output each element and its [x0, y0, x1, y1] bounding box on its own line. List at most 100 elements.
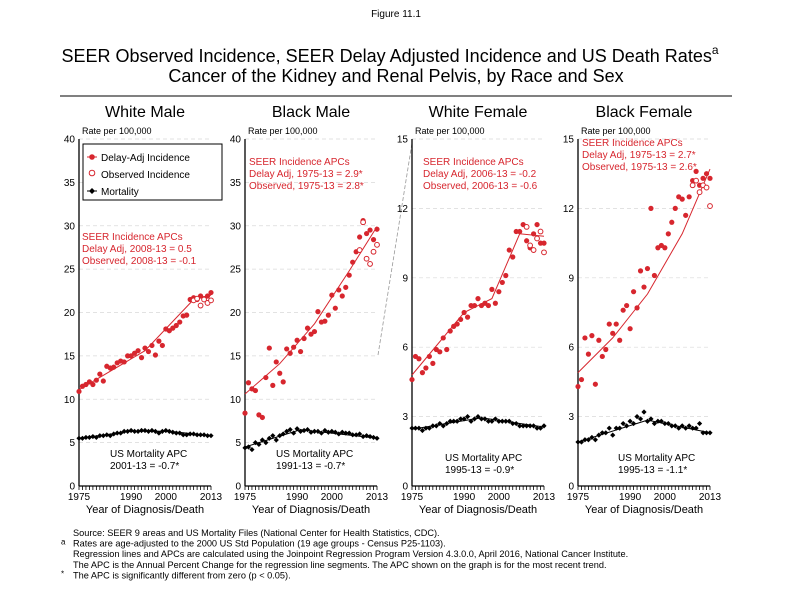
mortality-point: [83, 434, 89, 441]
y-tick-label: 0: [402, 482, 408, 493]
mortality-point: [541, 423, 547, 429]
mortality-point: [332, 429, 338, 435]
delay-adj-point: [294, 337, 300, 343]
delay-adj-point: [339, 293, 345, 299]
delay-adj-point: [90, 381, 96, 388]
delay-adj-point: [259, 414, 265, 421]
mortality-point: [641, 409, 647, 415]
delay-adj-point: [336, 287, 342, 293]
mortality-point: [683, 425, 689, 431]
mortality-point: [707, 430, 713, 436]
delay-adj-point: [499, 279, 505, 286]
delay-adj-point: [492, 300, 498, 306]
mortality-point: [204, 433, 211, 439]
delay-adj-point: [135, 348, 141, 354]
mortality-point: [291, 430, 297, 436]
mortality-point: [468, 418, 474, 424]
mortality-point: [343, 430, 349, 436]
delay-adj-point: [683, 212, 689, 218]
mortality-point: [177, 430, 183, 436]
delay-adj-point: [367, 227, 373, 233]
mortality-point: [287, 427, 293, 433]
delay-adj-point: [273, 359, 279, 365]
delay-adj-point: [637, 268, 644, 274]
mortality-point: [634, 414, 640, 420]
delay-adj-point: [503, 272, 509, 279]
observed-point: [201, 296, 207, 303]
x-tick-label: 2000: [654, 492, 677, 503]
delay-adj-point: [142, 345, 148, 351]
mortality-point: [159, 428, 165, 434]
mortality-point: [440, 423, 446, 429]
y-tick-label: 3: [568, 412, 574, 423]
mortality-point: [592, 437, 598, 443]
mortality-point: [530, 423, 537, 429]
y-axis-label: Rate per 100,000: [581, 126, 651, 136]
mortality-point: [524, 423, 530, 429]
y-tick-label: 9: [568, 273, 574, 284]
y-tick-label: 20: [230, 308, 242, 319]
legend-label: Observed Incidence: [101, 170, 190, 181]
x-tick-label: 1975: [68, 492, 91, 503]
y-axis-label: Rate per 100,000: [248, 126, 318, 136]
delay-adj-point: [97, 371, 103, 377]
delay-adj-point: [599, 353, 605, 360]
title-superscript: a: [712, 43, 719, 57]
mortality-point: [315, 428, 321, 434]
delay-adj-point: [485, 302, 492, 309]
x-axis-label: Year of Diagnosis/Death: [419, 504, 537, 516]
mortality-point: [249, 446, 255, 453]
figure-label: Figure 11.1: [371, 9, 421, 20]
x-tick-label: 2013: [366, 492, 389, 503]
mortality-point: [534, 425, 540, 431]
mortality-point: [419, 427, 426, 434]
mortality-point: [173, 430, 179, 436]
delay-adj-point: [541, 240, 547, 246]
delay-adj-point: [121, 359, 127, 365]
delay-adj-point: [426, 353, 432, 360]
delay-adj-point: [156, 338, 162, 344]
observed-point: [530, 247, 537, 253]
mortality-point: [325, 429, 331, 435]
delay-adj-point: [416, 356, 422, 362]
delay-adj-point: [266, 345, 272, 351]
mortality-point: [277, 433, 283, 439]
mortality-point: [610, 432, 616, 438]
delay-adj-point: [506, 247, 512, 253]
y-tick-label: 15: [397, 135, 409, 146]
delay-adj-point: [409, 376, 415, 383]
footnote-text: The APC is the Annual Percent Change for…: [73, 560, 607, 570]
connector-dashed-line: [377, 142, 413, 356]
delay-adj-point: [284, 346, 290, 352]
mortality-point: [353, 432, 359, 438]
mortality-point: [644, 418, 651, 424]
mortality-point: [294, 426, 300, 432]
mortality-point: [201, 432, 207, 438]
mortality-point: [360, 433, 366, 440]
footnote-marker: *: [61, 569, 64, 578]
mortality-point: [128, 427, 134, 434]
mortality-trend-line: [577, 419, 711, 443]
mortality-point: [311, 428, 318, 434]
delay-adj-point: [458, 316, 464, 323]
mortality-point: [499, 418, 505, 424]
mortality-point: [585, 437, 592, 443]
mortality-point: [156, 430, 162, 436]
mortality-point: [665, 420, 671, 427]
mortality-point: [138, 427, 145, 434]
mortality-point: [412, 425, 419, 431]
x-tick-label: 2000: [321, 492, 344, 503]
delay-adj-point: [280, 379, 286, 385]
y-tick-label: 6: [568, 343, 574, 354]
mortality-point: [613, 425, 619, 431]
mortality-point: [690, 425, 696, 431]
mortality-apc-annotation: US Mortality APC: [110, 449, 187, 460]
delay-adj-point: [606, 321, 612, 327]
mortality-point: [648, 416, 654, 422]
mortality-point: [76, 435, 82, 441]
legend-label: Delay-Adj Incidence: [101, 153, 190, 164]
x-tick-label: 2013: [200, 492, 223, 503]
mortality-point: [506, 418, 512, 424]
delay-adj-point: [311, 328, 318, 335]
delay-adj-point: [304, 325, 311, 331]
